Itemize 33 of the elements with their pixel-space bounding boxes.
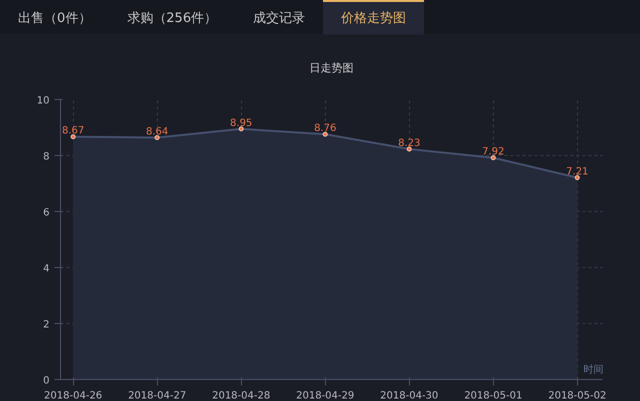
point: [574, 175, 580, 180]
x-tick-label: 2018-05-01: [464, 390, 522, 401]
x-tick-label: 2018-05-02: [548, 390, 606, 401]
y-tick-label: 4: [43, 264, 50, 274]
y-tick-label: 8: [43, 152, 50, 162]
y-tick-label: 2: [43, 320, 50, 330]
data-label: 7.92: [482, 146, 504, 158]
x-tick-label: 2018-04-29: [296, 390, 354, 401]
text: 出售（0件）: [17, 10, 92, 28]
data-label: 8.64: [146, 126, 168, 138]
y-tick-label: 0: [43, 376, 50, 386]
data-label: 7.21: [566, 166, 588, 178]
x-axis-title: 时间: [583, 364, 604, 376]
point: [406, 146, 412, 152]
y-tick-label: 6: [43, 208, 50, 218]
point: [238, 126, 244, 132]
x-tick-label: 2018-04-28: [212, 390, 270, 401]
y-tick-label: 10: [36, 96, 50, 106]
point: [322, 132, 328, 137]
data-label: 8.23: [398, 138, 420, 150]
text: 价格走势图: [323, 0, 424, 38]
text: 求购（256件）: [126, 10, 218, 28]
chart-title: 日走势图: [310, 62, 354, 74]
x-tick-label: 2018-04-27: [128, 390, 186, 401]
data-label: 8.76: [314, 123, 336, 134]
x-tick-label: 2018-04-30: [380, 390, 438, 401]
x-tick-label: 2018-04-26: [44, 390, 102, 401]
data-label: 8.95: [230, 118, 252, 129]
point: [154, 135, 160, 140]
point: [70, 134, 76, 140]
data-label: 8.67: [62, 126, 84, 137]
text: 成交记录: [252, 10, 306, 28]
point: [490, 155, 496, 160]
